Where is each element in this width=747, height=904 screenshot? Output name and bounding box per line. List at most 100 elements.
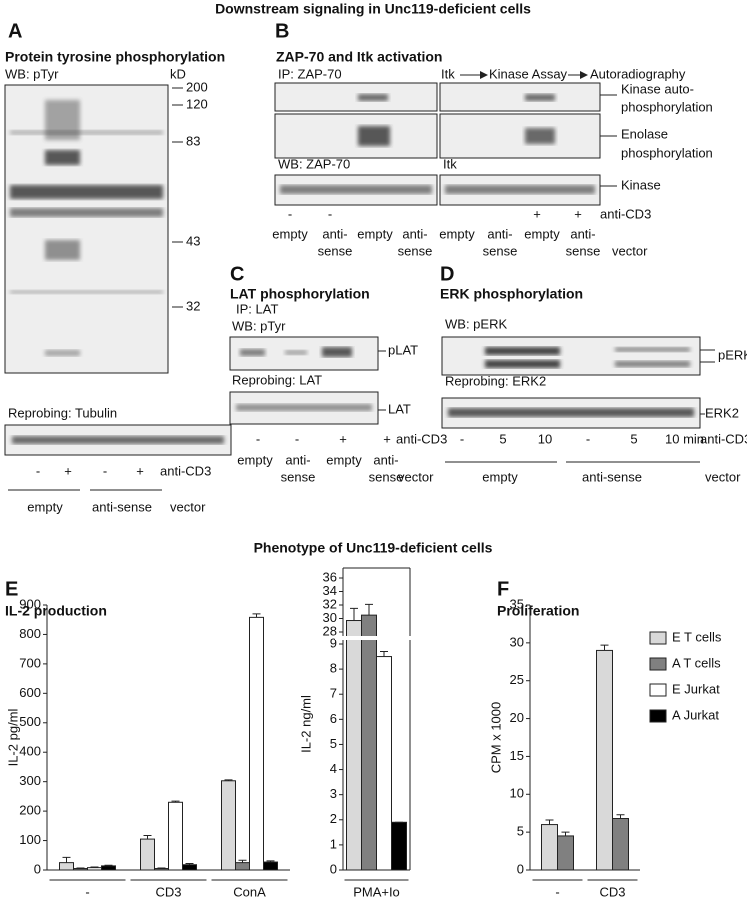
y-tick-label: 36: [323, 569, 337, 584]
y-tick-label: 0: [517, 861, 524, 876]
group-label: anti-: [570, 226, 595, 241]
error-bar: [266, 860, 275, 863]
y-tick-label: 400: [19, 744, 41, 759]
group-label: sense: [281, 469, 316, 484]
legend-label: A T cells: [672, 655, 721, 670]
band-label: Enolase: [621, 126, 668, 141]
lane-label: +: [533, 206, 541, 221]
error-bar: [238, 859, 247, 863]
y-tick-label: 32: [323, 596, 337, 611]
error-bar: [185, 863, 194, 865]
lane-label: 10 min: [665, 431, 704, 446]
lane-label: +: [339, 431, 347, 446]
group-label: empty: [357, 226, 393, 241]
x-tick-label: CD3: [155, 884, 181, 899]
y-tick-label: 300: [19, 773, 41, 788]
blot-label: IP: ZAP-70: [278, 66, 342, 81]
blot-label: Autoradiography: [590, 66, 686, 81]
y-tick-label: 600: [19, 685, 41, 700]
lane-label: 10: [538, 431, 552, 446]
figure-title: Downstream signaling in Unc119-deficient…: [215, 1, 531, 17]
lane-label: +: [136, 463, 144, 478]
error-bar: [252, 613, 261, 618]
blot-label: Reprobing: LAT: [232, 372, 322, 387]
group-label: anti-: [322, 226, 347, 241]
y-axis-label: IL-2 ng/ml: [298, 695, 313, 753]
y-tick-label: 0: [34, 861, 41, 876]
y-axis-label: IL-2 pg/ml: [5, 708, 20, 766]
bar: [221, 780, 236, 871]
blot-label: Kinase Assay: [489, 66, 568, 81]
y-tick-label: 3: [330, 786, 337, 801]
bar: [168, 801, 183, 871]
treatment: anti-CD3: [700, 431, 747, 446]
group-label: sense: [483, 243, 518, 258]
bar: [346, 620, 362, 871]
lane-label: -: [295, 431, 299, 446]
blot-label: Reprobing: ERK2: [445, 373, 546, 388]
band-label: LAT: [388, 401, 411, 416]
band-label: phosphorylation: [621, 145, 713, 160]
panel-letter: B: [275, 20, 289, 42]
band-label: pLAT: [388, 342, 418, 357]
treatment: anti-CD3: [396, 431, 447, 446]
group-label: empty: [524, 226, 560, 241]
lane-label: 5: [630, 431, 637, 446]
panel-title: ZAP-70 and Itk activation: [276, 49, 442, 65]
bar: [391, 821, 407, 871]
y-tick-label: 8: [330, 661, 337, 676]
y-tick-label: 700: [19, 655, 41, 670]
bar: [596, 649, 613, 871]
bar: [87, 867, 102, 871]
bar: [541, 824, 558, 871]
band-label: Kinase: [621, 177, 661, 192]
group-label: empty: [439, 226, 475, 241]
group-label: empty: [27, 499, 63, 514]
panel-title: ERK phosphorylation: [440, 286, 583, 302]
group-label: anti-sense: [92, 499, 152, 514]
marker: 120: [186, 96, 208, 111]
y-tick-label: 30: [510, 634, 524, 649]
panel-letter: C: [230, 263, 244, 285]
y-tick-label: 5: [330, 736, 337, 751]
y-tick-label: 6: [330, 711, 337, 726]
blot-label: WB: pERK: [445, 316, 507, 331]
blot-label: IP: LAT: [236, 301, 278, 316]
y-tick-label: 10: [510, 786, 524, 801]
bar: [154, 868, 169, 871]
blot-label: Itk: [441, 66, 455, 81]
panel-letter: F: [497, 578, 509, 600]
lane-label: -: [460, 431, 464, 446]
x-tick-label: PMA+Io: [353, 884, 400, 899]
bar: [140, 838, 155, 871]
bar: [557, 835, 574, 871]
bar: [361, 614, 377, 871]
group-label: vector: [612, 243, 648, 258]
legend-swatch: [649, 709, 667, 723]
error-bar: [561, 831, 570, 836]
panel-letter: E: [5, 578, 18, 600]
y-axis-label: CPM x 1000: [488, 702, 503, 774]
lane-label: -: [328, 206, 332, 221]
error-bar: [224, 779, 233, 781]
group-label: anti-: [373, 452, 398, 467]
y-tick-label: 5: [517, 824, 524, 839]
bar: [376, 656, 392, 871]
legend-label: E T cells: [672, 629, 722, 644]
y-tick-label: 30: [323, 610, 337, 625]
group-label: sense: [398, 243, 433, 258]
marker-ticks: [172, 87, 183, 308]
error-bar: [62, 856, 71, 863]
section-title: Phenotype of Unc119-deficient cells: [254, 540, 493, 556]
error-bar: [600, 644, 609, 651]
group-label: anti-: [285, 452, 310, 467]
y-tick-label: 9: [330, 635, 337, 650]
blot: [274, 82, 601, 206]
y-tick-label: 0: [330, 861, 337, 876]
error-bar: [171, 800, 180, 803]
y-tick-label: 15: [510, 748, 524, 763]
y-tick-label: 500: [19, 714, 41, 729]
unit: kD: [170, 66, 186, 81]
lane-label: -: [36, 463, 40, 478]
